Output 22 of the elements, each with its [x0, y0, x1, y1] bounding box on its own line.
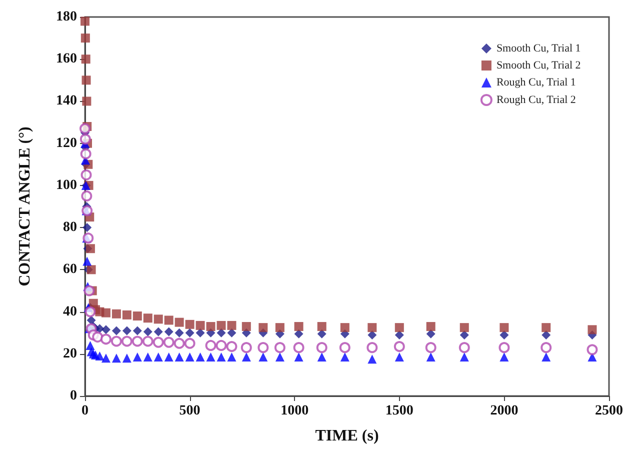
y-axis-title: CONTACT ANGLE (°) — [16, 126, 34, 286]
y-tick-label: 160 — [56, 52, 77, 67]
legend-label: Rough Cu, Trial 2 — [496, 94, 576, 106]
y-tick-label: 100 — [56, 178, 77, 193]
y-tick-label: 20 — [63, 346, 77, 362]
y-tick-label: 140 — [56, 94, 77, 109]
x-tick-label: 2500 — [595, 404, 623, 418]
y-tick-label: 60 — [63, 262, 77, 278]
legend-label: Smooth Cu, Trial 2 — [496, 60, 581, 72]
y-tick-label: 80 — [63, 220, 77, 236]
x-tick-label: 500 — [179, 404, 200, 418]
x-axis-title: TIME (s) — [315, 428, 379, 444]
legend-label: Rough Cu, Trial 1 — [496, 76, 576, 88]
x-tick-label: 1500 — [385, 404, 414, 418]
x-tick-label: 0 — [82, 404, 88, 418]
y-tick-label: 40 — [63, 304, 77, 320]
y-tick-label: 180 — [56, 10, 77, 24]
y-tick-label: 120 — [56, 136, 77, 151]
y-tick-label: 0 — [70, 388, 77, 404]
x-tick-label: 1000 — [280, 404, 309, 418]
x-tick-label: 2000 — [490, 404, 518, 418]
legend-label: Smooth Cu, Trial 1 — [496, 42, 581, 54]
